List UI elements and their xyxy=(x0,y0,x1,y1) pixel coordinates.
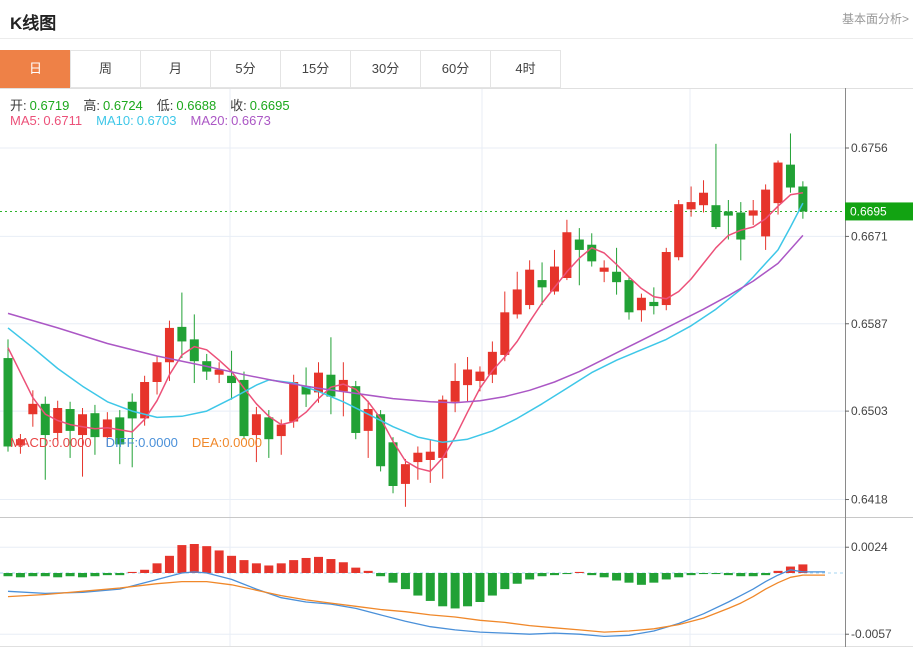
chart-area: 0.6756 0.6671 0.6587 0.6503 0.6418 0.0024 -0.0… xyxy=(0,88,913,647)
tab-week[interactable]: 周 xyxy=(70,50,141,88)
svg-text:-0.0057: -0.0057 xyxy=(851,627,892,641)
tab-60min[interactable]: 60分 xyxy=(420,50,491,88)
kline-canvas[interactable]: 0.6756 0.6671 0.6587 0.6503 0.6418 0.0024 -0.0… xyxy=(0,88,913,647)
timeframe-tabs: 日周月 5分 15分 30分 60分 4时 xyxy=(0,50,561,88)
page-title: K线图 xyxy=(10,14,57,33)
tab-day[interactable]: 日 xyxy=(0,50,71,88)
tab-4hour[interactable]: 4时 xyxy=(490,50,561,88)
tab-5min[interactable]: 5分 xyxy=(210,50,281,88)
fundamental-analysis-link[interactable]: 基本面分析> xyxy=(841,12,909,26)
svg-text:0.6418: 0.6418 xyxy=(851,493,888,507)
svg-text:0.0024: 0.0024 xyxy=(851,540,888,554)
svg-text:0.6671: 0.6671 xyxy=(851,229,888,243)
svg-text:0.6503: 0.6503 xyxy=(851,404,888,418)
tab-15min[interactable]: 15分 xyxy=(280,50,351,88)
svg-text:0.6695: 0.6695 xyxy=(850,204,887,218)
header-divider xyxy=(0,38,913,39)
tab-30min[interactable]: 30分 xyxy=(350,50,421,88)
svg-text:0.6587: 0.6587 xyxy=(851,317,888,331)
svg-text:0.6756: 0.6756 xyxy=(851,141,888,155)
tab-month[interactable]: 月 xyxy=(140,50,211,88)
